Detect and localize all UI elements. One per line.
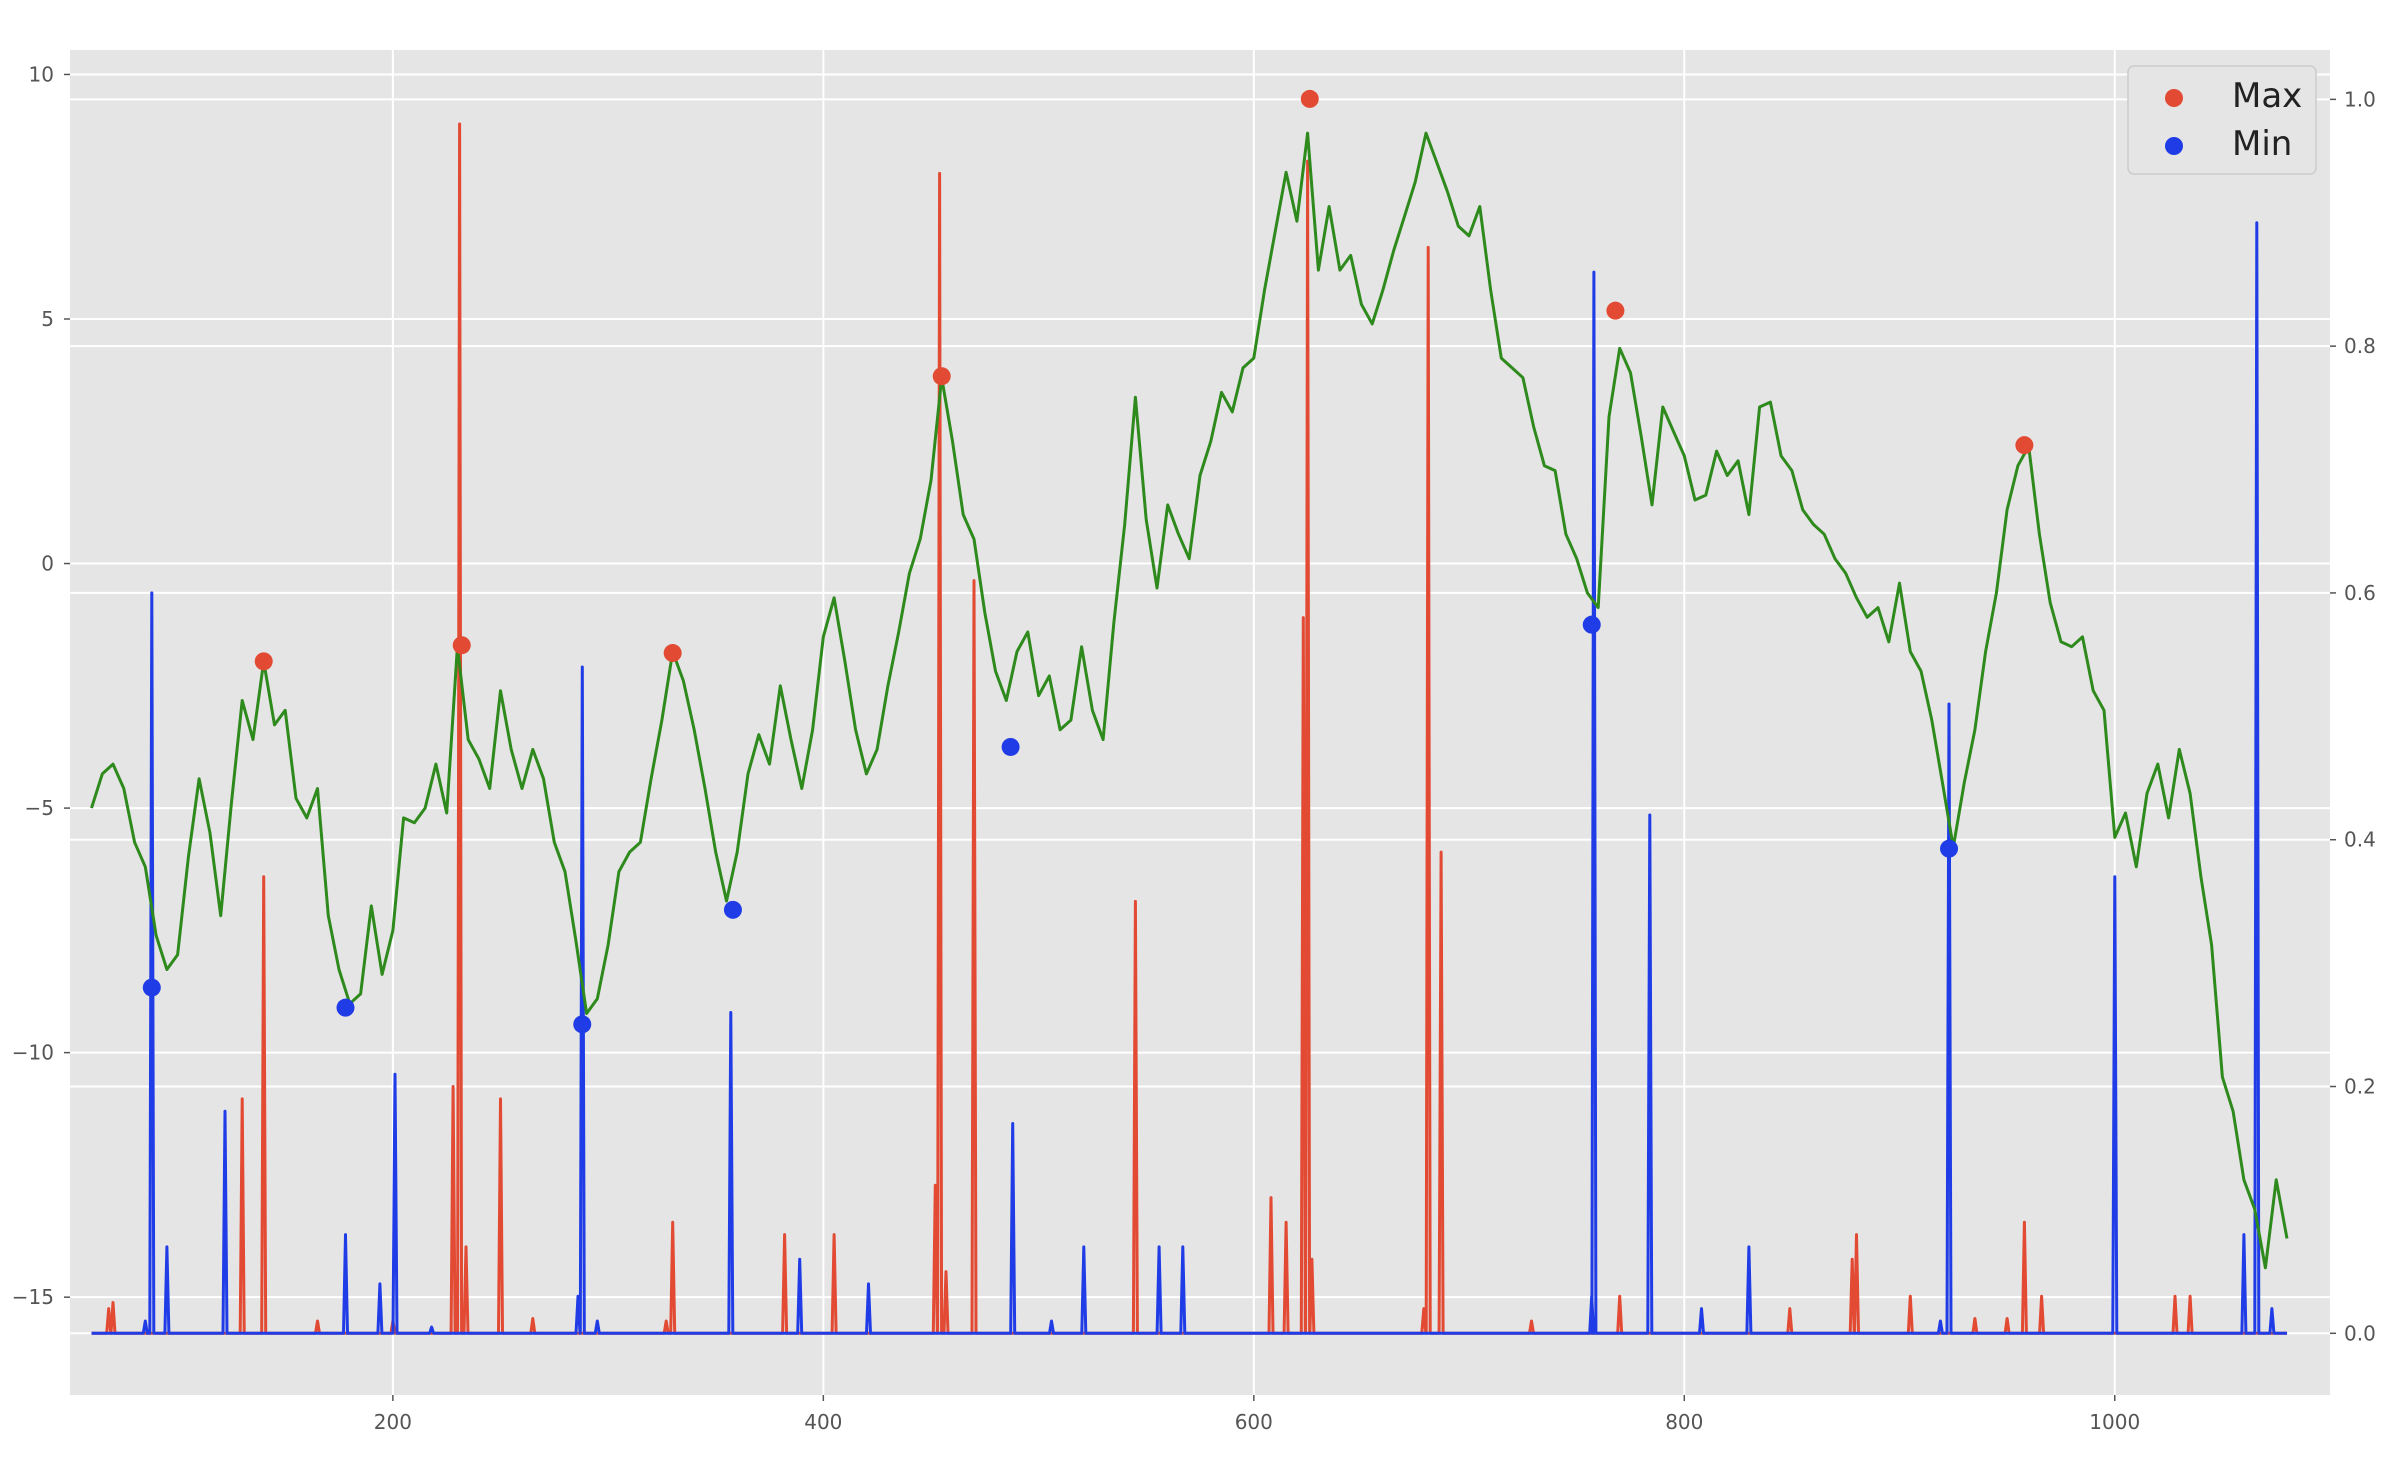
x-tick-label: 1000 [2089, 1410, 2140, 1434]
y-left-tick-label: 5 [41, 307, 54, 331]
min-point [1582, 615, 1601, 634]
min-point [1940, 839, 1959, 858]
y-left-tick-label: −10 [12, 1041, 54, 1065]
min-point [336, 998, 355, 1017]
legend-marker-min [2165, 137, 2183, 155]
y-right-tick-label: 0.4 [2344, 828, 2376, 852]
legend-label-min: Min [2232, 124, 2292, 164]
max-point [2015, 436, 2034, 455]
legend-marker-max [2165, 89, 2183, 107]
min-point [1001, 737, 1020, 756]
y-left-tick-label: 0 [41, 552, 54, 576]
min-point [573, 1015, 592, 1034]
y-right-tick-label: 0.2 [2344, 1075, 2376, 1099]
max-point [254, 652, 273, 671]
spike-series-line-2 [91, 221, 2287, 1335]
scatter-layer [142, 89, 2034, 1034]
y-right-tick-label: 0.0 [2344, 1321, 2376, 1345]
tick-layer: 200 400 600 800 1000 10 5 0 −5 −10 −15 1.0 0.8 0.6 0.4… [12, 62, 2376, 1434]
x-tick-label: 800 [1665, 1410, 1703, 1434]
y-left-tick-label: −5 [25, 796, 54, 820]
y-left-tick-label: −15 [12, 1285, 54, 1309]
max-point [663, 644, 682, 663]
y-right-tick-label: 1.0 [2344, 87, 2376, 111]
legend-label-max: Max [2232, 76, 2302, 116]
y-right-tick-label: 0.8 [2344, 334, 2376, 358]
y-left-tick-label: 10 [29, 62, 54, 86]
x-tick-label: 400 [804, 1410, 842, 1434]
spike-layer [91, 122, 2287, 1335]
min-point [723, 900, 742, 919]
y-right-tick-label: 0.6 [2344, 581, 2376, 605]
max-point [1606, 301, 1625, 320]
max-point [1300, 89, 1319, 108]
plot-background [70, 50, 2330, 1395]
legend: Max Min [2127, 65, 2317, 175]
max-point [452, 636, 471, 655]
min-point [142, 978, 161, 997]
x-tick-label: 200 [374, 1410, 412, 1434]
x-tick-label: 600 [1235, 1410, 1273, 1434]
max-point [932, 367, 951, 386]
